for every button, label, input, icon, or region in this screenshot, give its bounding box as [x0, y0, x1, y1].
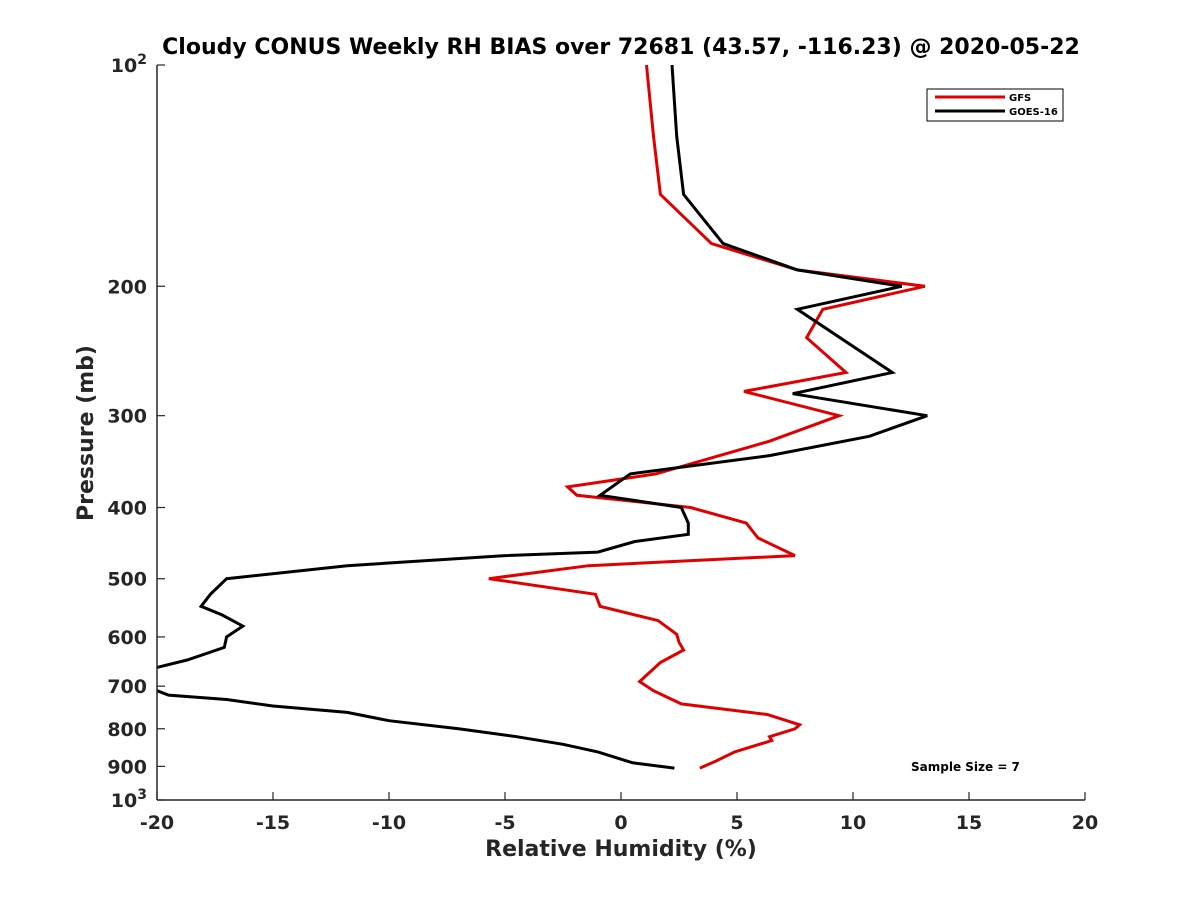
x-tick-label: 10	[840, 812, 866, 834]
chart-title: Cloudy CONUS Weekly RH BIAS over 72681 (…	[162, 35, 1080, 60]
y-tick-label: 600	[107, 627, 147, 649]
y-tick-label: 200	[107, 276, 147, 298]
x-tick-label: 20	[1072, 812, 1098, 834]
series-line-0	[488, 64, 926, 770]
plot-area	[156, 64, 928, 770]
y-ticks: 102 200 300 400 500 600 700 800 900 103	[107, 52, 165, 812]
y-tick-label: 900	[107, 756, 147, 778]
y-tick-label: 700	[107, 676, 147, 698]
y-tick-label: 400	[107, 498, 147, 520]
legend-box	[926, 88, 1064, 122]
legend-gfs-label: GFS	[1009, 93, 1031, 104]
x-tick-label: -10	[372, 812, 406, 834]
y-tick-label: 103	[111, 787, 147, 812]
series-line-1	[156, 64, 928, 669]
sample-size-annotation: Sample Size = 7	[911, 760, 1020, 774]
x-tick-label: -20	[140, 812, 174, 834]
legend: GFS GOES-16	[926, 88, 1064, 122]
y-tick-label: 300	[107, 406, 147, 428]
x-axis-label: Relative Humidity (%)	[485, 837, 757, 862]
y-tick-label: 500	[107, 569, 147, 591]
series-line-2	[156, 689, 675, 770]
y-axis-label: Pressure (mb)	[74, 345, 99, 521]
x-ticks: -20 -15 -10 -5 0 5 10 15 20	[140, 792, 1098, 834]
x-tick-label: 15	[956, 812, 982, 834]
x-tick-label: -5	[494, 812, 515, 834]
x-tick-label: 5	[730, 812, 743, 834]
x-tick-label: 0	[614, 812, 627, 834]
x-tick-label: -15	[256, 812, 290, 834]
y-tick-label: 800	[107, 719, 147, 741]
legend-goes16-label: GOES-16	[1009, 107, 1058, 118]
y-tick-label: 102	[111, 52, 147, 77]
